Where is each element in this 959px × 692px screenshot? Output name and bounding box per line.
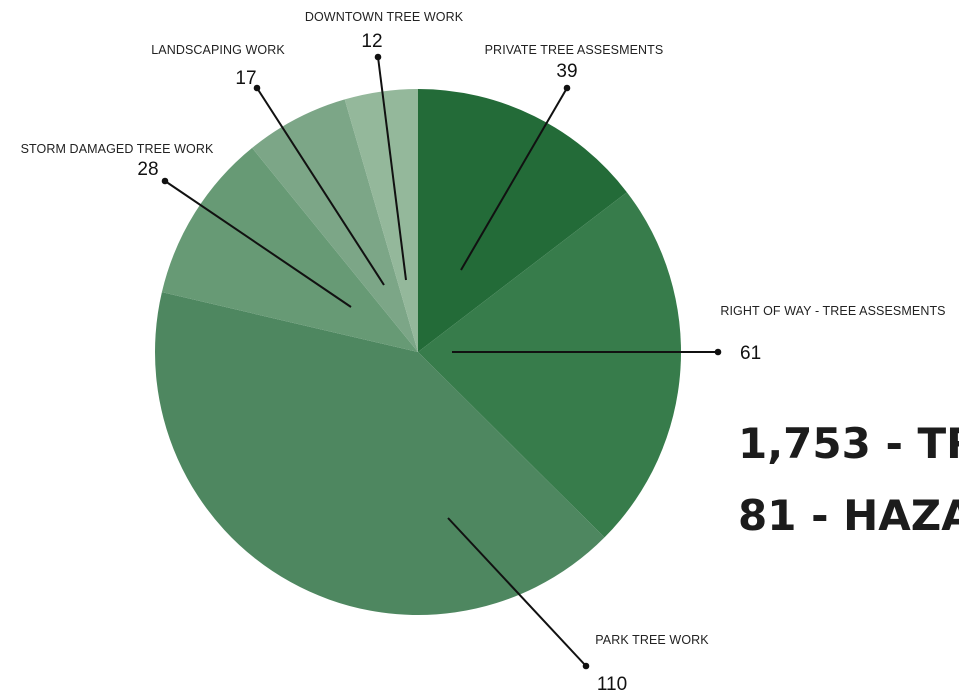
category-label-private-tree-assesments: PRIVATE TREE ASSESMENTS bbox=[485, 43, 664, 57]
pie-slice-landscaping-work bbox=[252, 99, 418, 353]
leader-dot-storm-damaged-tree-work bbox=[161, 177, 169, 185]
value-label-downtown-tree-work: 12 bbox=[361, 31, 382, 52]
leader-dot-downtown-tree-work bbox=[374, 53, 382, 61]
category-label-right-of-way-tree-assesments: RIGHT OF WAY - TREE ASSESMENTS bbox=[720, 304, 945, 318]
category-label-park-tree-work: PARK TREE WORK bbox=[595, 633, 709, 647]
pie-slice-storm-damaged-tree-work bbox=[161, 147, 418, 352]
leader-dot-park-tree-work bbox=[582, 662, 590, 670]
leader-lines bbox=[161, 53, 722, 670]
leader-line-storm-damaged-tree-work bbox=[164, 180, 352, 308]
value-label-park-tree-work: 110 bbox=[597, 674, 627, 692]
pie-slices bbox=[154, 89, 681, 615]
pie-slice-right-of-way-tree-assesments bbox=[418, 192, 681, 538]
leader-dot-right-of-way-tree-assesments bbox=[714, 348, 722, 356]
value-label-storm-damaged-tree-work: 28 bbox=[137, 159, 158, 180]
leader-line-downtown-tree-work bbox=[377, 56, 407, 281]
category-label-storm-damaged-tree-work: STORM DAMAGED TREE WORK bbox=[21, 142, 214, 156]
leader-dot-private-tree-assesments bbox=[563, 84, 571, 92]
stat-total-line: 1,753 - TR bbox=[738, 419, 959, 468]
value-label-landscaping-work: 17 bbox=[235, 68, 256, 89]
summary-stats: 1,753 - TR 81 - HAZA bbox=[738, 419, 959, 540]
category-label-landscaping-work: LANDSCAPING WORK bbox=[151, 43, 285, 57]
leader-line-park-tree-work bbox=[447, 517, 587, 667]
pie-slice-downtown-tree-work bbox=[344, 89, 418, 352]
value-label-right-of-way-tree-assesments: 61 bbox=[740, 343, 761, 364]
pie-slice-park-tree-work bbox=[154, 292, 605, 615]
category-label-downtown-tree-work: DOWNTOWN TREE WORK bbox=[305, 10, 464, 24]
stat-hazard-line: 81 - HAZA bbox=[738, 491, 959, 540]
leader-line-landscaping-work bbox=[256, 87, 385, 286]
leader-line-private-tree-assesments bbox=[460, 87, 568, 271]
leader-dot-landscaping-work bbox=[253, 84, 261, 92]
value-label-private-tree-assesments: 39 bbox=[556, 61, 577, 82]
pie-slice-private-tree-assesments bbox=[418, 89, 627, 352]
slice-labels: PRIVATE TREE ASSESMENTS 39 RIGHT OF WAY - … bbox=[21, 10, 946, 692]
